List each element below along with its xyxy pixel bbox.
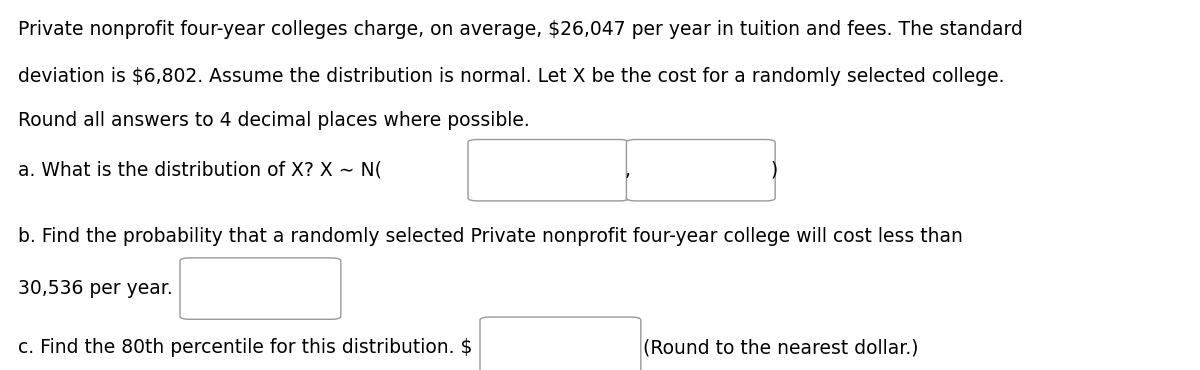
Text: b. Find the probability that a randomly selected Private nonprofit four-year col: b. Find the probability that a randomly …: [18, 227, 962, 246]
Text: a. What is the distribution of X? X ∼ N(: a. What is the distribution of X? X ∼ N(: [18, 161, 382, 180]
Text: 30,536 per year.: 30,536 per year.: [18, 279, 173, 298]
FancyBboxPatch shape: [180, 258, 341, 319]
Text: Private nonprofit four-year colleges charge, on average, $26,047 per year in tui: Private nonprofit four-year colleges cha…: [18, 20, 1022, 39]
Text: ): ): [770, 161, 778, 180]
FancyBboxPatch shape: [626, 139, 775, 201]
FancyBboxPatch shape: [468, 139, 629, 201]
Text: (Round to the nearest dollar.): (Round to the nearest dollar.): [643, 338, 919, 357]
FancyBboxPatch shape: [480, 317, 641, 370]
Text: Round all answers to 4 decimal places where possible.: Round all answers to 4 decimal places wh…: [18, 111, 529, 130]
Text: c. Find the 80th percentile for this distribution. $: c. Find the 80th percentile for this dis…: [18, 338, 473, 357]
Text: ,: ,: [624, 161, 630, 180]
Text: deviation is $6,802. Assume the distribution is normal. Let X be the cost for a : deviation is $6,802. Assume the distribu…: [18, 67, 1004, 85]
